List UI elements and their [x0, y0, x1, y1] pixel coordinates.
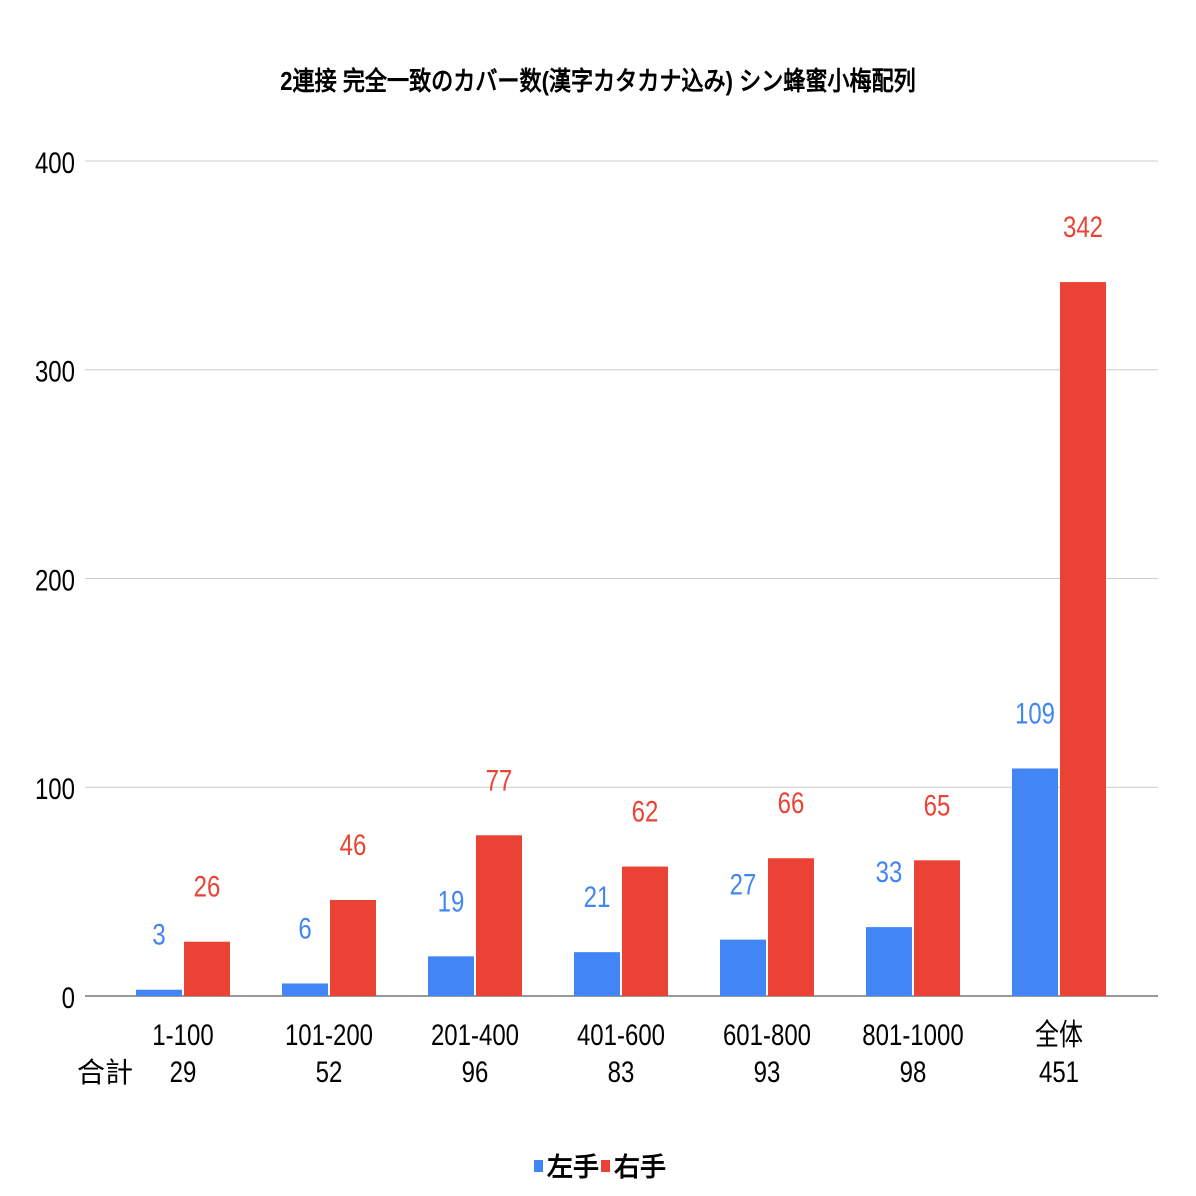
bar-left	[574, 952, 620, 996]
data-label: 77	[486, 763, 513, 797]
data-label: 26	[194, 869, 221, 903]
total-label: 29	[170, 1054, 197, 1088]
data-label: 3	[152, 917, 165, 951]
data-label: 27	[730, 867, 757, 901]
legend: 左手 右手	[534, 1152, 666, 1182]
x-tick-label: 601-800	[723, 1017, 811, 1051]
legend-label: 左手	[547, 1152, 599, 1182]
bar-right	[184, 941, 230, 996]
data-label: 66	[778, 786, 805, 820]
x-tick-label: 401-600	[577, 1017, 665, 1051]
data-label: 33	[876, 855, 903, 889]
x-tick-label: 全体	[1035, 1017, 1083, 1051]
x-tick-label: 1-100	[152, 1017, 213, 1051]
total-label: 451	[1039, 1054, 1079, 1088]
bar-right	[914, 860, 960, 996]
bar-right	[768, 858, 814, 996]
y-tick-label: 300	[35, 354, 75, 388]
bar-left	[720, 939, 766, 996]
data-label: 65	[924, 788, 951, 822]
bar-left	[1012, 768, 1058, 996]
y-tick-label: 100	[35, 772, 75, 806]
bar-left	[428, 956, 474, 996]
bar-left	[866, 927, 912, 996]
data-label: 109	[1015, 696, 1055, 730]
data-label: 46	[340, 827, 367, 861]
bar-right	[1060, 282, 1106, 996]
legend-label: 右手	[614, 1152, 666, 1182]
y-tick-label: 200	[35, 563, 75, 597]
y-tick-label: 0	[62, 980, 75, 1014]
legend-swatch-left	[534, 1160, 543, 1172]
chart-title: 2連接 完全一致のカバー数(漢字カタカナ込み) シン蜂蜜小梅配列	[280, 66, 915, 96]
bar-right	[622, 866, 668, 996]
bar-right	[330, 899, 376, 996]
bar-right	[476, 835, 522, 996]
data-label: 19	[438, 884, 465, 918]
x-tick-label: 801-1000	[862, 1017, 963, 1051]
data-label: 342	[1063, 209, 1103, 243]
totals-row-label: 合計	[77, 1057, 133, 1088]
y-tick-label: 400	[35, 145, 75, 179]
data-label: 62	[632, 794, 659, 828]
bar-left	[282, 983, 328, 996]
total-label: 96	[462, 1054, 489, 1088]
total-label: 83	[608, 1054, 635, 1088]
data-label: 21	[584, 880, 611, 914]
bar-left	[136, 989, 182, 996]
x-tick-label: 201-400	[431, 1017, 519, 1051]
x-tick-label: 101-200	[285, 1017, 373, 1051]
total-label: 93	[754, 1054, 781, 1088]
data-label: 6	[298, 911, 311, 945]
total-label: 52	[316, 1054, 343, 1088]
total-label: 98	[900, 1054, 927, 1088]
legend-swatch-right	[601, 1160, 610, 1172]
